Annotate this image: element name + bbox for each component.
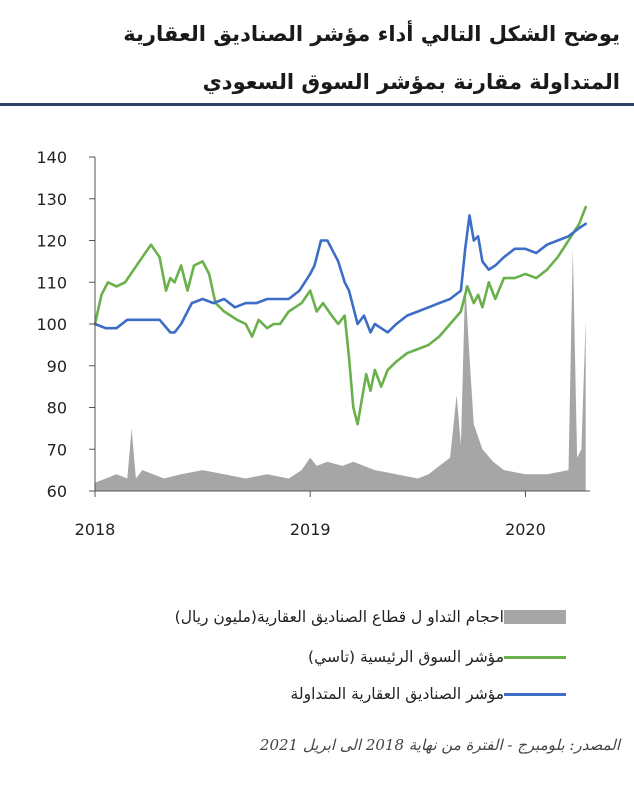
x-tick-label: 2019 bbox=[290, 520, 331, 539]
chart-plot: 60 70 80 90 100 110 120 130 140 2018 2019 2020 bbox=[36, 148, 590, 539]
y-tick-label: 90 bbox=[47, 357, 67, 376]
title-divider bbox=[0, 103, 634, 106]
y-tick-label: 120 bbox=[36, 232, 67, 251]
axes-layer: 60 70 80 90 100 110 120 130 140 2018 2019 2020 bbox=[36, 148, 590, 539]
y-tick-label: 110 bbox=[36, 273, 67, 292]
legend-swatch-volume bbox=[504, 610, 566, 624]
legend-swatch-reit bbox=[504, 692, 566, 696]
legend-item-volume: احجام التداو ل قطاع الصناديق العقارية(مل… bbox=[70, 605, 570, 629]
y-tick-label: 80 bbox=[47, 399, 67, 418]
legend-label-reit: مؤشر الصناديق العقارية المتداولة bbox=[290, 685, 504, 703]
series-tasi-line bbox=[93, 205, 587, 426]
series-volume-area bbox=[95, 248, 586, 491]
y-tick-label: 60 bbox=[47, 482, 67, 501]
legend-item-reit: مؤشر الصناديق العقارية المتداولة bbox=[70, 682, 570, 706]
x-tick-label: 2018 bbox=[75, 520, 116, 539]
volume-area-layer bbox=[95, 248, 586, 491]
series-reit-line bbox=[93, 214, 587, 334]
legend-label-tasi: مؤشر السوق الرئيسية (تاسي) bbox=[308, 648, 504, 666]
series-lines-layer bbox=[93, 205, 587, 426]
x-tick-label: 2020 bbox=[505, 520, 546, 539]
y-tick-label: 140 bbox=[36, 148, 67, 167]
y-tick-label: 130 bbox=[36, 190, 67, 209]
chart-title-line-2: المتداولة مقارنة بمؤشر السوق السعودي bbox=[202, 70, 620, 94]
y-tick-label: 70 bbox=[47, 440, 67, 459]
legend-label-volume: احجام التداو ل قطاع الصناديق العقارية(مل… bbox=[174, 608, 504, 626]
source-note: المصدر: بلومبرج - الفترة من نهاية 2018 ا… bbox=[259, 736, 620, 754]
legend-item-tasi: مؤشر السوق الرئيسية (تاسي) bbox=[70, 645, 570, 669]
y-tick-label: 100 bbox=[36, 315, 67, 334]
legend-swatch-tasi bbox=[504, 655, 566, 659]
chart-title-line-1: يوضح الشكل التالي أداء مؤشر الصناديق الع… bbox=[123, 22, 620, 46]
